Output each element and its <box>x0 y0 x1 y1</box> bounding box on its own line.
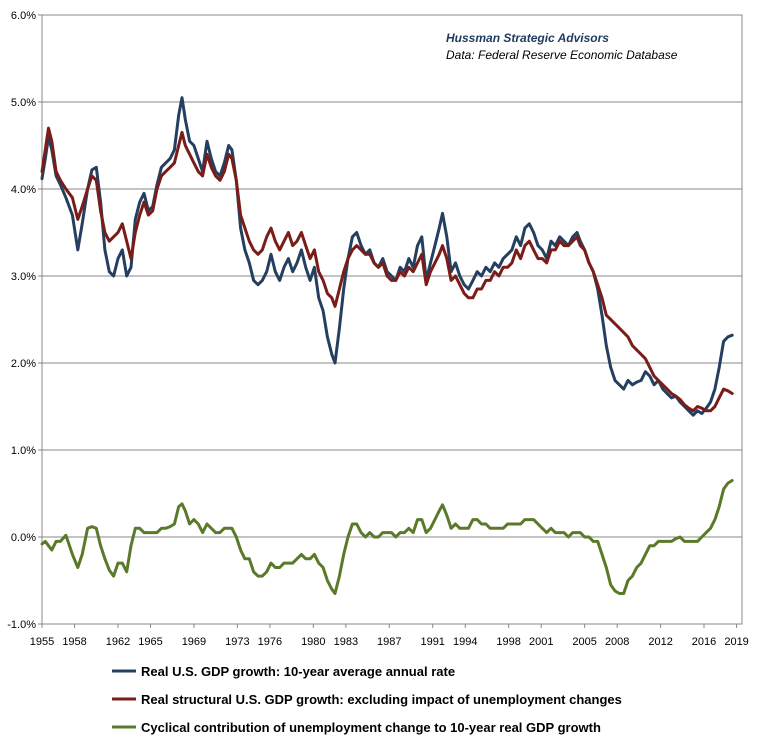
x-tick-label: 2008 <box>605 636 629 648</box>
x-tick-label: 2019 <box>724 636 748 648</box>
x-tick-label: 1969 <box>182 636 206 648</box>
source-subtitle: Data: Federal Reserve Economic Database <box>446 48 678 62</box>
x-tick-label: 1955 <box>30 636 54 648</box>
x-tick-label: 1973 <box>225 636 249 648</box>
x-tick-label: 1987 <box>377 636 401 648</box>
x-tick-label: 2001 <box>529 636 553 648</box>
x-tick-label: 1980 <box>301 636 325 648</box>
x-axis: 1955 1958 1962 1965 1969 1973 1976 1980 1983 1987… <box>30 624 749 648</box>
x-tick-label: 2016 <box>692 636 716 648</box>
y-tick-label: 6.0% <box>11 10 36 22</box>
x-tick-label: 1991 <box>420 636 444 648</box>
source-title: Hussman Strategic Advisors <box>446 31 609 45</box>
series-line-3 <box>40 479 734 595</box>
x-tick-label: 1958 <box>62 636 86 648</box>
x-tick-label: 2005 <box>572 636 596 648</box>
y-tick-label: 0.0% <box>11 532 36 544</box>
y-tick-label: -1.0% <box>7 619 36 631</box>
series-line-1 <box>40 96 734 417</box>
y-tick-label: 1.0% <box>11 445 36 457</box>
x-tick-label: 1962 <box>106 636 130 648</box>
y-tick-label: 2.0% <box>11 358 36 370</box>
legend-label: Cyclical contribution of unemployment ch… <box>141 720 601 735</box>
gridlines <box>41 14 743 625</box>
x-tick-label: 1994 <box>453 636 477 648</box>
y-tick-label: 3.0% <box>11 271 36 283</box>
legend: Real U.S. GDP growth: 10-year average an… <box>112 664 622 735</box>
x-tick-label: 2012 <box>648 636 672 648</box>
legend-label: Real structural U.S. GDP growth: excludi… <box>141 692 622 707</box>
y-axis: -1.0% 0.0% 1.0% 2.0% 3.0% 4.0% 5.0% 6.0% <box>7 10 42 631</box>
legend-label: Real U.S. GDP growth: 10-year average an… <box>141 664 455 679</box>
series-line-2 <box>40 126 734 413</box>
x-tick-label: 1965 <box>138 636 162 648</box>
y-tick-label: 5.0% <box>11 97 36 109</box>
x-tick-label: 1998 <box>496 636 520 648</box>
series-lines <box>40 96 734 595</box>
y-tick-label: 4.0% <box>11 184 36 196</box>
x-tick-label: 1983 <box>334 636 358 648</box>
x-tick-label: 1976 <box>258 636 282 648</box>
